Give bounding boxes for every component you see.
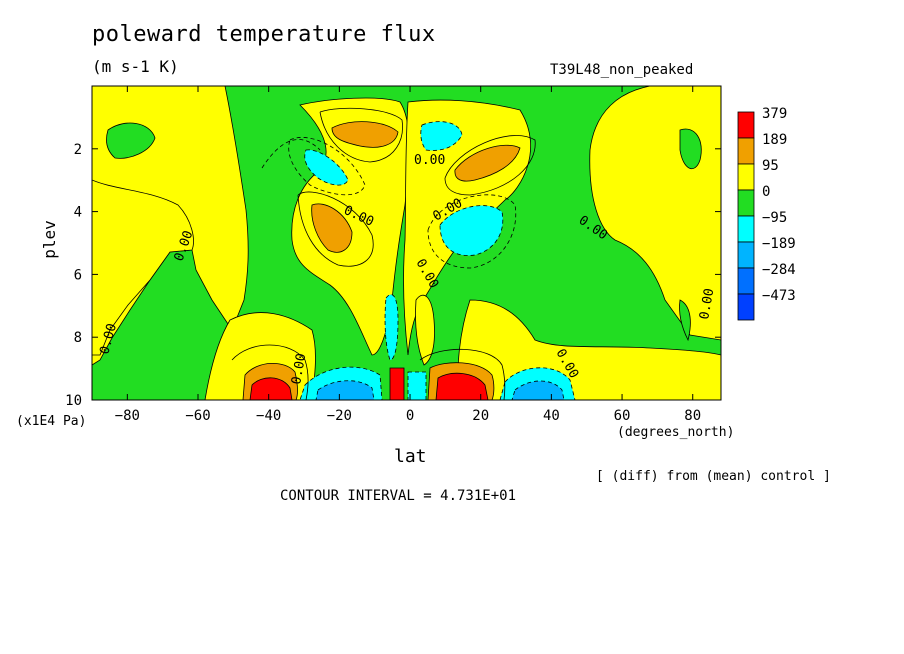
x-axis-units: (degrees_north) [617, 425, 735, 440]
legend-swatch [737, 267, 755, 295]
x-axis: −80 −60 −40 −20 0 20 40 60 80 [115, 86, 701, 424]
contour-line [261, 139, 321, 169]
color-legend: 379 189 95 0 −95 −189 −284 −473 [737, 106, 796, 321]
strong-positive-region [454, 144, 521, 182]
y-tick-label: 6 [74, 267, 82, 283]
max-positive-region [435, 372, 489, 400]
x-tick-label: 60 [614, 408, 631, 424]
run-label: T39L48_non_peaked [550, 62, 694, 78]
y-tick-label: 4 [74, 205, 82, 221]
plot-frame [91, 85, 722, 401]
comparison-note: [ (diff) from (mean) control ] [596, 469, 831, 484]
legend-swatch [737, 215, 755, 243]
negative-region [679, 299, 691, 342]
contour-interval: CONTOUR INTERVAL = 4.731E+01 [280, 488, 517, 504]
strong-negative-region [315, 380, 375, 400]
strong-positive-region [311, 203, 353, 253]
negative-flux-region [407, 371, 427, 400]
legend-swatch [737, 293, 755, 321]
negative-flux-region [304, 149, 349, 186]
contour-label: 0.00 [697, 287, 717, 320]
y-tick-label: 10 [65, 393, 82, 409]
y-tick-label: 8 [74, 330, 82, 346]
legend-swatch [737, 189, 755, 217]
x-tick-label: −40 [256, 408, 281, 424]
contour-line [419, 348, 506, 400]
legend-swatch [737, 163, 755, 191]
legend-swatch [737, 137, 755, 165]
legend-label: 189 [762, 132, 787, 148]
y-axis: 2 4 6 8 10 [65, 142, 721, 409]
x-tick-label: 40 [543, 408, 560, 424]
legend-label: −473 [762, 288, 796, 304]
contour-field [92, 86, 721, 400]
x-tick-label: 20 [472, 408, 489, 424]
legend-swatch [737, 111, 755, 139]
legend-label: 379 [762, 106, 787, 122]
x-tick-label: −80 [115, 408, 140, 424]
x-tick-label: 80 [684, 408, 701, 424]
contour-line [319, 107, 403, 163]
x-tick-label: −20 [327, 408, 352, 424]
contour-line [231, 344, 309, 400]
contour-line [297, 191, 374, 267]
strong-positive-region [331, 121, 399, 148]
contour-label: 0.00 [289, 352, 309, 385]
chart-title: poleward temperature flux [92, 22, 436, 47]
negative-flux-region [439, 205, 504, 256]
x-tick-label: −60 [185, 408, 210, 424]
legend-label: −95 [762, 210, 787, 226]
negative-region [679, 128, 702, 170]
legend-label: 95 [762, 158, 779, 174]
contour-label: 0.00 [414, 153, 445, 168]
y-tick-label: 2 [74, 142, 82, 158]
legend-label: −284 [762, 262, 796, 278]
contour-line [444, 135, 536, 196]
positive-region [291, 97, 410, 356]
max-positive-region [389, 367, 405, 400]
chart-units: (m s-1 K) [92, 57, 179, 76]
legend-label: −189 [762, 236, 796, 252]
negative-flux-region [420, 121, 463, 151]
positive-region [92, 179, 194, 356]
contour-line [427, 194, 517, 269]
x-axis-label: lat [394, 446, 427, 467]
max-positive-region [249, 377, 293, 400]
x-tick-label: 0 [406, 408, 414, 424]
legend-label: 0 [762, 184, 770, 200]
legend-swatch [737, 241, 755, 269]
negative-region [106, 122, 156, 159]
positive-region [415, 294, 435, 366]
negative-flux-region [384, 294, 399, 361]
y-axis-units: (x1E4 Pa) [16, 414, 87, 429]
